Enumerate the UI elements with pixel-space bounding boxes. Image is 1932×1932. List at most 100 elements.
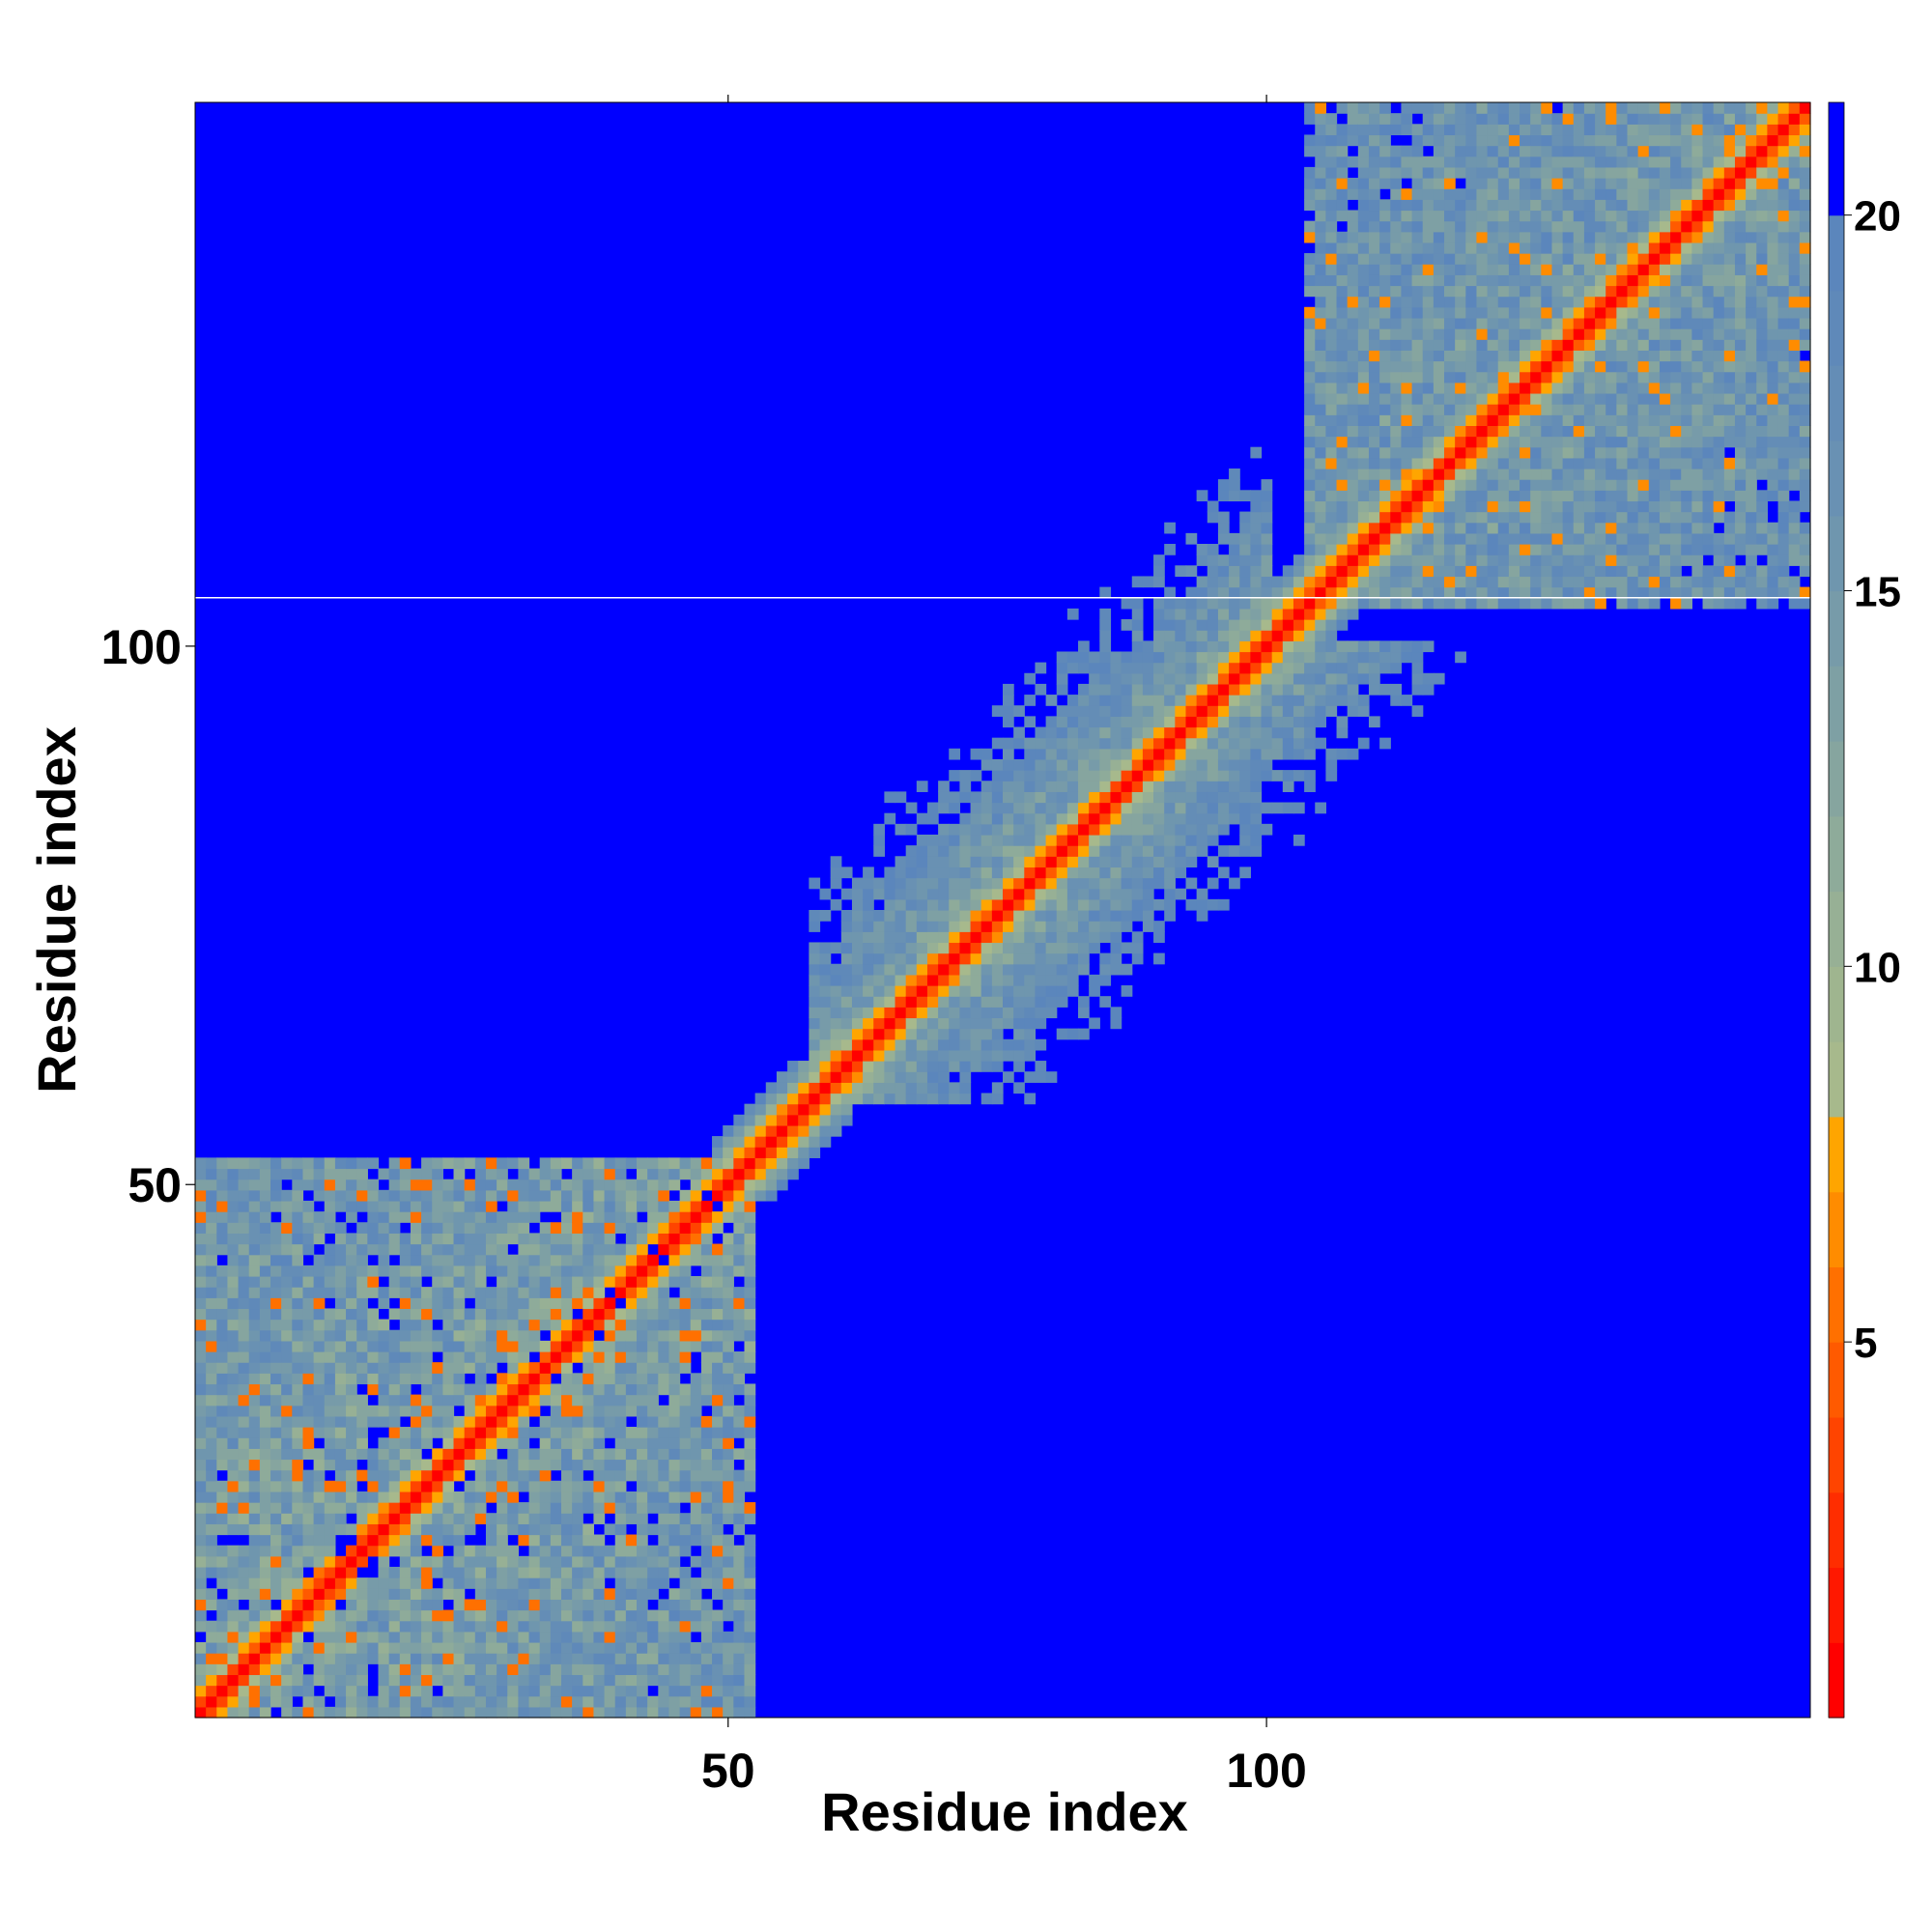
heatmap-cell [1520,544,1531,555]
heatmap-cell [712,1706,724,1719]
heatmap-cell [324,1599,336,1611]
heatmap-cell [1411,134,1424,147]
heatmap-cell [324,1523,336,1536]
heatmap-cell [539,1609,552,1622]
heatmap-cell [1013,888,1025,900]
heatmap-cell [356,1200,368,1212]
heatmap-cell [926,834,939,846]
heatmap-cell [216,1168,229,1180]
heatmap-cell [733,1114,746,1126]
heatmap-cell [227,1653,240,1664]
heatmap-cell [367,1383,380,1396]
heatmap-cell [1347,220,1359,233]
heatmap-cell [1455,199,1466,212]
heatmap-cell [227,1329,240,1342]
heatmap-cell [399,1179,412,1191]
heatmap-cell [1411,468,1424,480]
heatmap-cell [1164,586,1176,599]
heatmap-cell [1422,178,1435,189]
heatmap-cell [668,1663,681,1676]
heatmap-cell [1024,1038,1037,1051]
heatmap-cell [647,1695,659,1708]
heatmap-cell [1476,404,1489,415]
heatmap-cell [497,1222,508,1234]
heatmap-cell [604,1275,616,1288]
heatmap-cell [1444,532,1456,545]
heatmap-cell [614,1189,627,1202]
heatmap-cell [614,1254,627,1266]
heatmap-cell [1347,662,1359,674]
heatmap-cell [959,921,972,932]
heatmap-cell [399,1383,412,1396]
heatmap-cell [873,1028,885,1040]
heatmap-cell [949,1038,961,1051]
heatmap-cell [1271,683,1284,696]
heatmap-cell [723,1287,734,1298]
heatmap-cell [1315,253,1326,265]
heatmap-cell [614,1502,627,1514]
heatmap-cell [712,1427,724,1438]
heatmap-cell [1401,511,1413,524]
heatmap-cell [926,910,939,922]
heatmap-cell [1411,220,1424,233]
heatmap-cell [1336,608,1349,620]
heatmap-cell [733,1631,746,1643]
heatmap-cell [1217,781,1230,792]
heatmap-cell [1315,392,1326,405]
heatmap-cell [679,1340,692,1352]
heatmap-cell [905,888,918,900]
heatmap-cell [625,1545,638,1557]
heatmap-cell [604,1685,616,1697]
heatmap-cell [1433,285,1445,298]
heatmap-cell [905,845,918,857]
heatmap-cell [507,1653,519,1664]
heatmap-cell [1315,339,1326,351]
heatmap-cell [324,1448,336,1461]
heatmap-cell [410,1566,422,1578]
heatmap-cell [507,1427,519,1438]
heatmap-cell [248,1415,261,1428]
heatmap-cell [1003,791,1014,804]
heatmap-cell [270,1351,282,1363]
heatmap-cell [334,1383,347,1396]
heatmap-cell [388,1200,401,1212]
heatmap-cell [723,1362,734,1374]
heatmap-cell [1099,608,1112,620]
heatmap-cell [1508,188,1520,200]
heatmap-cell [863,1028,874,1040]
heatmap-cell [518,1211,530,1223]
heatmap-cell [1250,554,1263,566]
heatmap-cell [410,1394,422,1406]
heatmap-cell [959,996,972,1008]
heatmap-cell [528,1340,541,1352]
heatmap-cell [432,1663,443,1676]
heatmap-cell [421,1297,433,1310]
heatmap-cell [658,1609,670,1622]
heatmap-cell [1357,156,1370,168]
heatmap-cell [1066,802,1079,814]
heatmap-cell [507,1189,519,1202]
heatmap-cell [1465,220,1478,233]
heatmap-cell [1433,425,1445,438]
heatmap-cell [453,1383,466,1396]
heatmap-cell [292,1502,304,1514]
heatmap-cell [1024,985,1037,997]
heatmap-cell [959,823,972,836]
heatmap-cell [1056,651,1068,664]
heatmap-cell [356,1427,368,1438]
heatmap-cell [733,1480,746,1492]
heatmap-cell [1239,619,1251,631]
heatmap-cell [1368,166,1380,179]
heatmap-cell [399,1264,412,1277]
heatmap-cell [1336,683,1349,696]
heatmap-cell [604,1674,616,1687]
heatmap-cell [356,1415,368,1428]
heatmap-cell [980,996,993,1008]
heatmap-cell [809,877,821,890]
heatmap-cell [1379,532,1391,545]
heatmap-cell [388,1653,401,1664]
heatmap-cell [410,1663,422,1676]
heatmap-cell [572,1340,583,1352]
heatmap-cell [723,1534,734,1547]
heatmap-cell [238,1469,250,1482]
